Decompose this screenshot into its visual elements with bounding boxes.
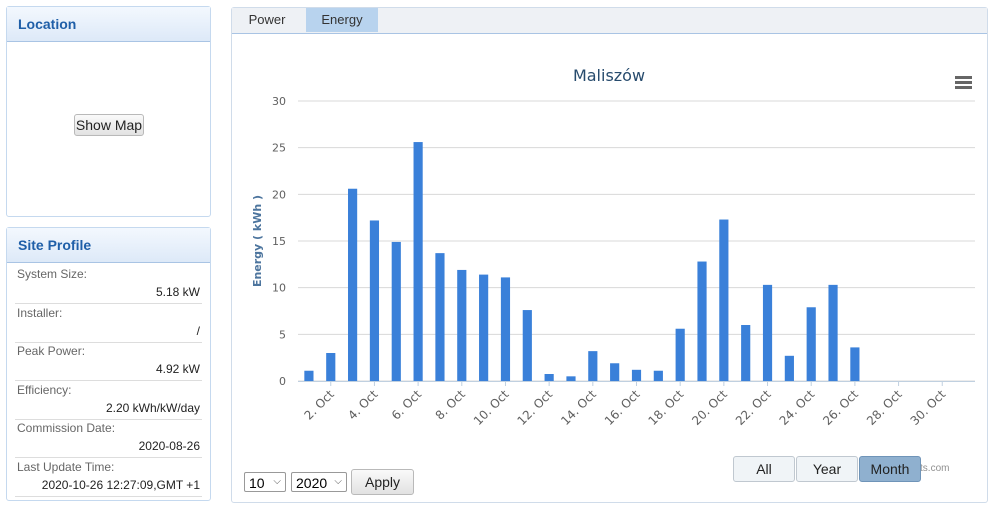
location-panel: Location Show Map — [6, 6, 211, 217]
y-tick-label: 10 — [272, 282, 286, 295]
x-tick-label: 6. Oct — [389, 387, 425, 423]
profile-row: Commission Date: 2020-08-26 — [15, 419, 202, 458]
bar — [741, 325, 751, 381]
bar — [653, 370, 663, 381]
profile-row: Efficiency: 2.20 kWh/kW/day — [15, 381, 202, 420]
y-tick-label: 15 — [272, 235, 286, 248]
profile-row: Peak Power: 4.92 kW — [15, 342, 202, 381]
y-tick-label: 5 — [279, 328, 286, 341]
range-button[interactable]: Month — [859, 456, 921, 482]
bar — [544, 374, 554, 381]
range-button[interactable]: Year — [796, 456, 858, 482]
bar — [784, 355, 794, 381]
bar — [588, 351, 598, 381]
bar — [522, 310, 532, 381]
field-value: 2020-08-26 — [138, 439, 200, 453]
bar — [435, 253, 445, 381]
month-select[interactable]: 10 — [244, 472, 286, 492]
bar — [348, 188, 358, 381]
menu-bar — [955, 76, 972, 79]
tab-active[interactable]: Energy — [306, 8, 378, 32]
bar — [850, 347, 860, 381]
bar — [631, 369, 642, 381]
bar — [806, 307, 816, 381]
x-tick-label: 24. Oct — [777, 387, 818, 428]
bar — [391, 241, 401, 381]
bar — [697, 261, 707, 381]
x-tick-label: 8. Oct — [433, 387, 469, 423]
field-value: 5.18 kW — [155, 285, 200, 299]
bar — [304, 370, 314, 381]
x-tick-label: 12. Oct — [514, 387, 555, 428]
y-tick-label: 0 — [279, 375, 286, 388]
bar — [762, 284, 773, 381]
field-value: / — [196, 323, 200, 338]
bar — [479, 274, 489, 381]
bar — [457, 269, 467, 381]
x-tick-label: 28. Oct — [864, 387, 905, 428]
chart-title: Maliszów — [573, 66, 645, 85]
menu-icon[interactable] — [955, 76, 972, 89]
bar — [719, 219, 729, 381]
field-label: Last Update Time: — [17, 459, 115, 474]
menu-bar — [955, 81, 972, 84]
field-label: Efficiency: — [17, 382, 72, 397]
y-tick-label: 20 — [272, 188, 286, 201]
bar — [413, 142, 423, 381]
field-label: Peak Power: — [17, 344, 86, 358]
bar — [566, 376, 576, 381]
profile-row: Installer: / — [15, 304, 202, 343]
bar — [500, 277, 511, 381]
field-label: System Size: — [17, 267, 88, 281]
year-select[interactable]: 2020 — [291, 472, 347, 492]
field-label: Commission Date: — [17, 421, 116, 435]
x-tick-label: 4. Oct — [345, 387, 381, 423]
menu-bar — [955, 86, 972, 89]
x-tick-label: 22. Oct — [733, 387, 774, 428]
chart: Maliszów Energy ( kWh ) 0 5 10 15 20 25 30 2. O… — [251, 66, 975, 428]
x-tick-label: 30. Oct — [908, 387, 949, 428]
profile-row: System Size: 5.18 kW — [15, 265, 202, 304]
show-map-button[interactable]: Show Map — [74, 114, 144, 136]
y-tick-label: 30 — [272, 95, 286, 108]
profile-row: Last Update Time: 2020-10-26 12:27:09,GMT… — [15, 458, 202, 497]
x-tick-label: 16. Oct — [602, 387, 643, 428]
x-tick-label: 14. Oct — [558, 387, 599, 428]
x-tick-label: 10. Oct — [471, 387, 512, 428]
panel-title: Site Profile — [7, 228, 210, 263]
apply-button[interactable]: Apply — [351, 469, 414, 495]
field-value: 2.20 kWh/kW/day — [105, 400, 200, 415]
field-value: 2020-10-26 12:27:09,GMT +1 — [41, 477, 200, 492]
bar — [610, 363, 620, 381]
x-tick-label: 2. Oct — [302, 387, 338, 423]
x-tick-label: 20. Oct — [689, 387, 730, 428]
bar — [828, 284, 838, 381]
site-profile-panel: Site Profile System Size: 5.18 kW Installe… — [6, 227, 211, 501]
bar — [675, 328, 685, 381]
field-value: 4.92 kW — [155, 362, 200, 376]
range-button[interactable]: All — [733, 456, 795, 482]
tab[interactable]: Power — [248, 12, 286, 27]
x-tick-label: 18. Oct — [646, 387, 687, 428]
panel-title: Location — [7, 7, 210, 42]
bar — [326, 353, 336, 381]
y-tick-label: 25 — [272, 142, 286, 155]
bar — [369, 220, 380, 381]
y-axis-title: Energy ( kWh ) — [251, 195, 264, 287]
field-label: Installer: — [17, 305, 63, 320]
x-tick-label: 26. Oct — [820, 387, 861, 428]
